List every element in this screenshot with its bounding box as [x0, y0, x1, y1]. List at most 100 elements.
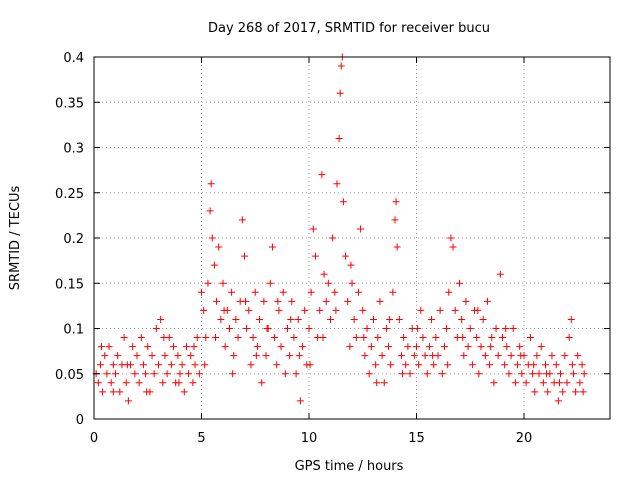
data-point	[287, 315, 295, 323]
y-tick-label: 0.25	[55, 187, 84, 202]
data-point	[460, 352, 468, 360]
data-point	[277, 343, 285, 351]
data-point	[410, 352, 418, 360]
data-point	[429, 352, 437, 360]
data-point	[249, 334, 257, 342]
data-point	[518, 370, 526, 378]
data-point	[327, 315, 334, 323]
data-point	[167, 361, 175, 369]
data-point	[252, 352, 260, 360]
data-point	[399, 370, 407, 378]
data-point	[346, 343, 354, 351]
data-point	[419, 334, 427, 342]
x-tick-label: 0	[90, 431, 98, 446]
x-tick-label: 20	[516, 431, 533, 446]
data-point	[539, 379, 547, 387]
data-point	[342, 252, 350, 260]
data-point	[159, 379, 167, 387]
data-point	[295, 352, 303, 360]
data-point	[229, 370, 237, 378]
data-point	[98, 343, 106, 351]
data-point	[428, 315, 436, 323]
data-point	[271, 334, 279, 342]
data-point	[517, 352, 525, 360]
data-point	[502, 325, 510, 332]
data-point	[522, 379, 530, 387]
data-point	[572, 388, 580, 396]
x-tick-label: 10	[301, 431, 318, 446]
data-point	[311, 252, 319, 260]
data-point	[492, 325, 500, 332]
data-point	[421, 352, 429, 360]
data-point	[131, 370, 139, 378]
data-point	[337, 62, 345, 70]
data-point	[496, 270, 504, 278]
data-point	[392, 198, 400, 206]
data-point	[488, 334, 496, 342]
data-point	[483, 297, 491, 305]
data-point	[161, 352, 169, 360]
data-point	[160, 334, 168, 342]
data-point	[142, 370, 150, 378]
data-point	[423, 370, 431, 378]
data-point	[144, 343, 152, 351]
data-point	[347, 261, 355, 269]
data-point	[256, 315, 264, 323]
data-point	[443, 325, 451, 332]
data-point	[531, 388, 539, 396]
data-point	[391, 216, 399, 224]
data-point	[509, 325, 517, 332]
y-tick-label: 0.15	[55, 277, 84, 292]
data-point	[374, 334, 382, 342]
data-point	[202, 334, 210, 342]
data-point	[535, 370, 543, 378]
data-point	[320, 270, 328, 278]
data-point	[176, 370, 184, 378]
data-point	[329, 234, 337, 242]
data-point	[400, 334, 408, 342]
data-point	[494, 352, 502, 360]
data-point	[561, 352, 569, 360]
data-point	[116, 388, 124, 396]
data-point	[247, 361, 255, 369]
data-point	[563, 379, 571, 387]
data-point	[101, 352, 109, 360]
data-point	[360, 334, 368, 342]
data-point	[163, 370, 171, 378]
data-point	[152, 325, 160, 332]
data-point	[180, 388, 188, 396]
data-point	[299, 343, 307, 351]
data-point	[290, 334, 298, 342]
grid	[94, 57, 610, 419]
data-point	[440, 343, 448, 351]
data-point	[296, 397, 304, 405]
data-point	[569, 370, 577, 378]
data-point	[542, 361, 549, 369]
data-point	[198, 288, 205, 296]
data-point	[503, 343, 511, 351]
data-point	[258, 379, 266, 387]
data-point	[481, 352, 489, 360]
data-point	[208, 234, 216, 242]
data-point	[318, 171, 326, 179]
data-point	[175, 379, 183, 387]
y-tick-label: 0.2	[63, 232, 84, 247]
data-point	[120, 334, 128, 342]
data-point	[406, 370, 414, 378]
data-point	[402, 361, 410, 369]
data-point	[200, 306, 208, 314]
data-point	[385, 343, 393, 351]
data-point	[319, 334, 327, 342]
data-point	[393, 243, 401, 251]
data-point	[122, 379, 130, 387]
data-point	[477, 343, 485, 351]
data-point	[344, 297, 352, 305]
data-point	[436, 306, 444, 314]
chart-title: Day 268 of 2017, SRMTID for receiver buc…	[208, 21, 490, 36]
data-point	[544, 388, 552, 396]
data-point	[387, 361, 395, 369]
data-point	[487, 343, 495, 351]
data-point	[555, 379, 563, 387]
data-point	[462, 297, 470, 305]
